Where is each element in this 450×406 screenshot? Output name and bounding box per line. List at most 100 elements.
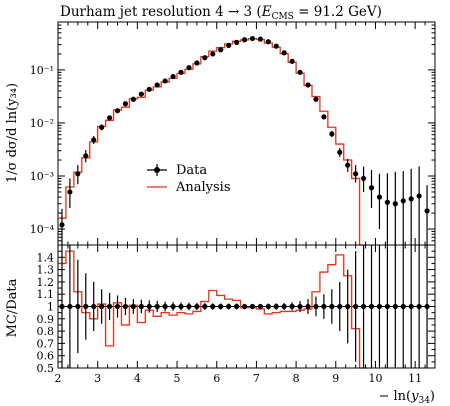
data-point: [368, 185, 375, 191]
main-y-ticks: 10⁻⁴ 10⁻³ 10⁻² 10⁻¹: [30, 21, 435, 246]
ratio-data-point: [241, 303, 248, 310]
main-y-tick-label: 10⁻²: [30, 117, 54, 130]
ratio-data-point: [416, 303, 422, 310]
data-point: [122, 101, 129, 107]
ratio-data-point: [154, 303, 160, 310]
data-point: [146, 86, 152, 92]
data-point: [194, 60, 200, 66]
data-point: [170, 73, 176, 80]
data-point: [75, 171, 81, 177]
ratio-analysis-histogram: [58, 250, 368, 369]
ratio-data-point: [249, 303, 256, 310]
ratio-data-point: [257, 303, 263, 310]
data-point: [400, 198, 406, 204]
data-point: [226, 42, 232, 48]
ratio-data-point: [130, 303, 136, 310]
ratio-data-point: [146, 303, 152, 310]
ratio-data-point: [392, 303, 398, 310]
ratio-y-tick-label: 0.7: [37, 337, 55, 350]
data-point: [353, 171, 359, 177]
data-point: [281, 50, 287, 56]
data-point: [257, 36, 263, 42]
main-frame: [57, 21, 436, 246]
x-tick-label: 11: [408, 372, 422, 385]
data-point: [106, 115, 113, 121]
data-point: [202, 55, 208, 61]
x-tick-label: 2: [55, 372, 62, 385]
ratio-data-point: [289, 303, 295, 310]
data-point: [329, 131, 335, 137]
ratio-y-tick-label: 1.2: [37, 276, 55, 289]
ratio-data-point: [226, 303, 232, 310]
x-tick-label: 4: [134, 372, 141, 385]
main-title: Durham jet resolution 4 → 3 (ECMS = 91.2…: [60, 4, 382, 22]
data-point: [210, 51, 216, 57]
ratio-data-point: [265, 303, 271, 310]
ratio-data-point: [233, 303, 240, 310]
ratio-data-point: [178, 303, 184, 310]
data-point: [337, 149, 343, 155]
ratio-data-point: [353, 303, 359, 310]
ratio-y-tick-label: 0.5: [37, 362, 55, 375]
data-point: [273, 43, 279, 49]
data-point: [384, 199, 390, 205]
ratio-y-label: MC/Data: [5, 278, 20, 337]
ratio-panel: 0.50.60.70.80.911.11.21.31.4 2 3 4 5 6 7 8 9 10 1…: [37, 244, 436, 385]
ratio-data-point: [305, 303, 311, 310]
ratio-data-point: [67, 303, 73, 310]
legend: Data Analysis: [147, 163, 231, 195]
data-point: [321, 114, 327, 120]
legend-data-label: Data: [176, 163, 207, 178]
data-point: [305, 82, 311, 88]
ratio-data-point: [170, 303, 176, 310]
main-panel: 10⁻⁴ 10⁻³ 10⁻² 10⁻¹: [30, 21, 436, 246]
data-point: [360, 175, 367, 182]
data-point: [67, 189, 73, 195]
ratio-y-tick-label: 0.9: [37, 313, 55, 326]
data-point: [130, 96, 136, 102]
data-point: [186, 65, 192, 71]
ratio-data-point: [138, 303, 144, 310]
ratio-data-point: [83, 303, 89, 310]
ratio-analysis-line: [58, 250, 368, 369]
ratio-data-point: [368, 303, 375, 310]
data-point: [392, 201, 398, 207]
ratio-data-point: [313, 303, 319, 310]
ratio-data-point: [202, 303, 208, 310]
ratio-y-tick-label: 1.3: [37, 264, 55, 277]
ratio-data-point: [59, 303, 65, 310]
ratio-data-point: [194, 303, 200, 310]
ratio-data-point: [281, 303, 287, 310]
ratio-data-point: [106, 303, 113, 310]
ratio-data-point: [114, 303, 121, 310]
main-y-label: 1/σ dσ/d ln(y₃₄): [5, 83, 20, 183]
ratio-x-ticks: 2 3 4 5 6 7 8 9 10 11: [55, 245, 436, 385]
ratio-data-point: [376, 303, 383, 310]
ratio-data-points: [59, 245, 430, 368]
ratio-frame: [57, 244, 436, 369]
data-point: [249, 35, 256, 42]
data-point: [233, 39, 240, 45]
main-y-tick-label: 10⁻⁴: [30, 223, 55, 236]
ratio-data-point: [329, 303, 335, 310]
x-tick-label: 6: [213, 372, 220, 385]
main-y-tick-label: 10⁻³: [30, 170, 54, 183]
data-point: [297, 69, 303, 75]
legend-mc-label: Analysis: [175, 180, 231, 195]
ratio-data-point: [345, 303, 351, 310]
ratio-y-tick-label: 1.4: [37, 251, 55, 264]
ratio-data-point: [408, 303, 414, 310]
ratio-data-point: [91, 303, 97, 310]
data-point: [289, 58, 295, 64]
ratio-y-tick-label: 0.8: [37, 325, 55, 338]
ratio-data-point: [360, 303, 367, 310]
x-tick-label: 9: [332, 372, 339, 385]
x-tick-label: 8: [293, 372, 300, 385]
ratio-data-point: [424, 303, 430, 310]
analysis-histogram: [58, 37, 368, 246]
ratio-y-ticks: 0.50.60.70.80.911.11.21.31.4: [37, 244, 435, 375]
data-point: [376, 194, 383, 200]
data-point: [162, 78, 168, 84]
data-points: [59, 35, 430, 245]
